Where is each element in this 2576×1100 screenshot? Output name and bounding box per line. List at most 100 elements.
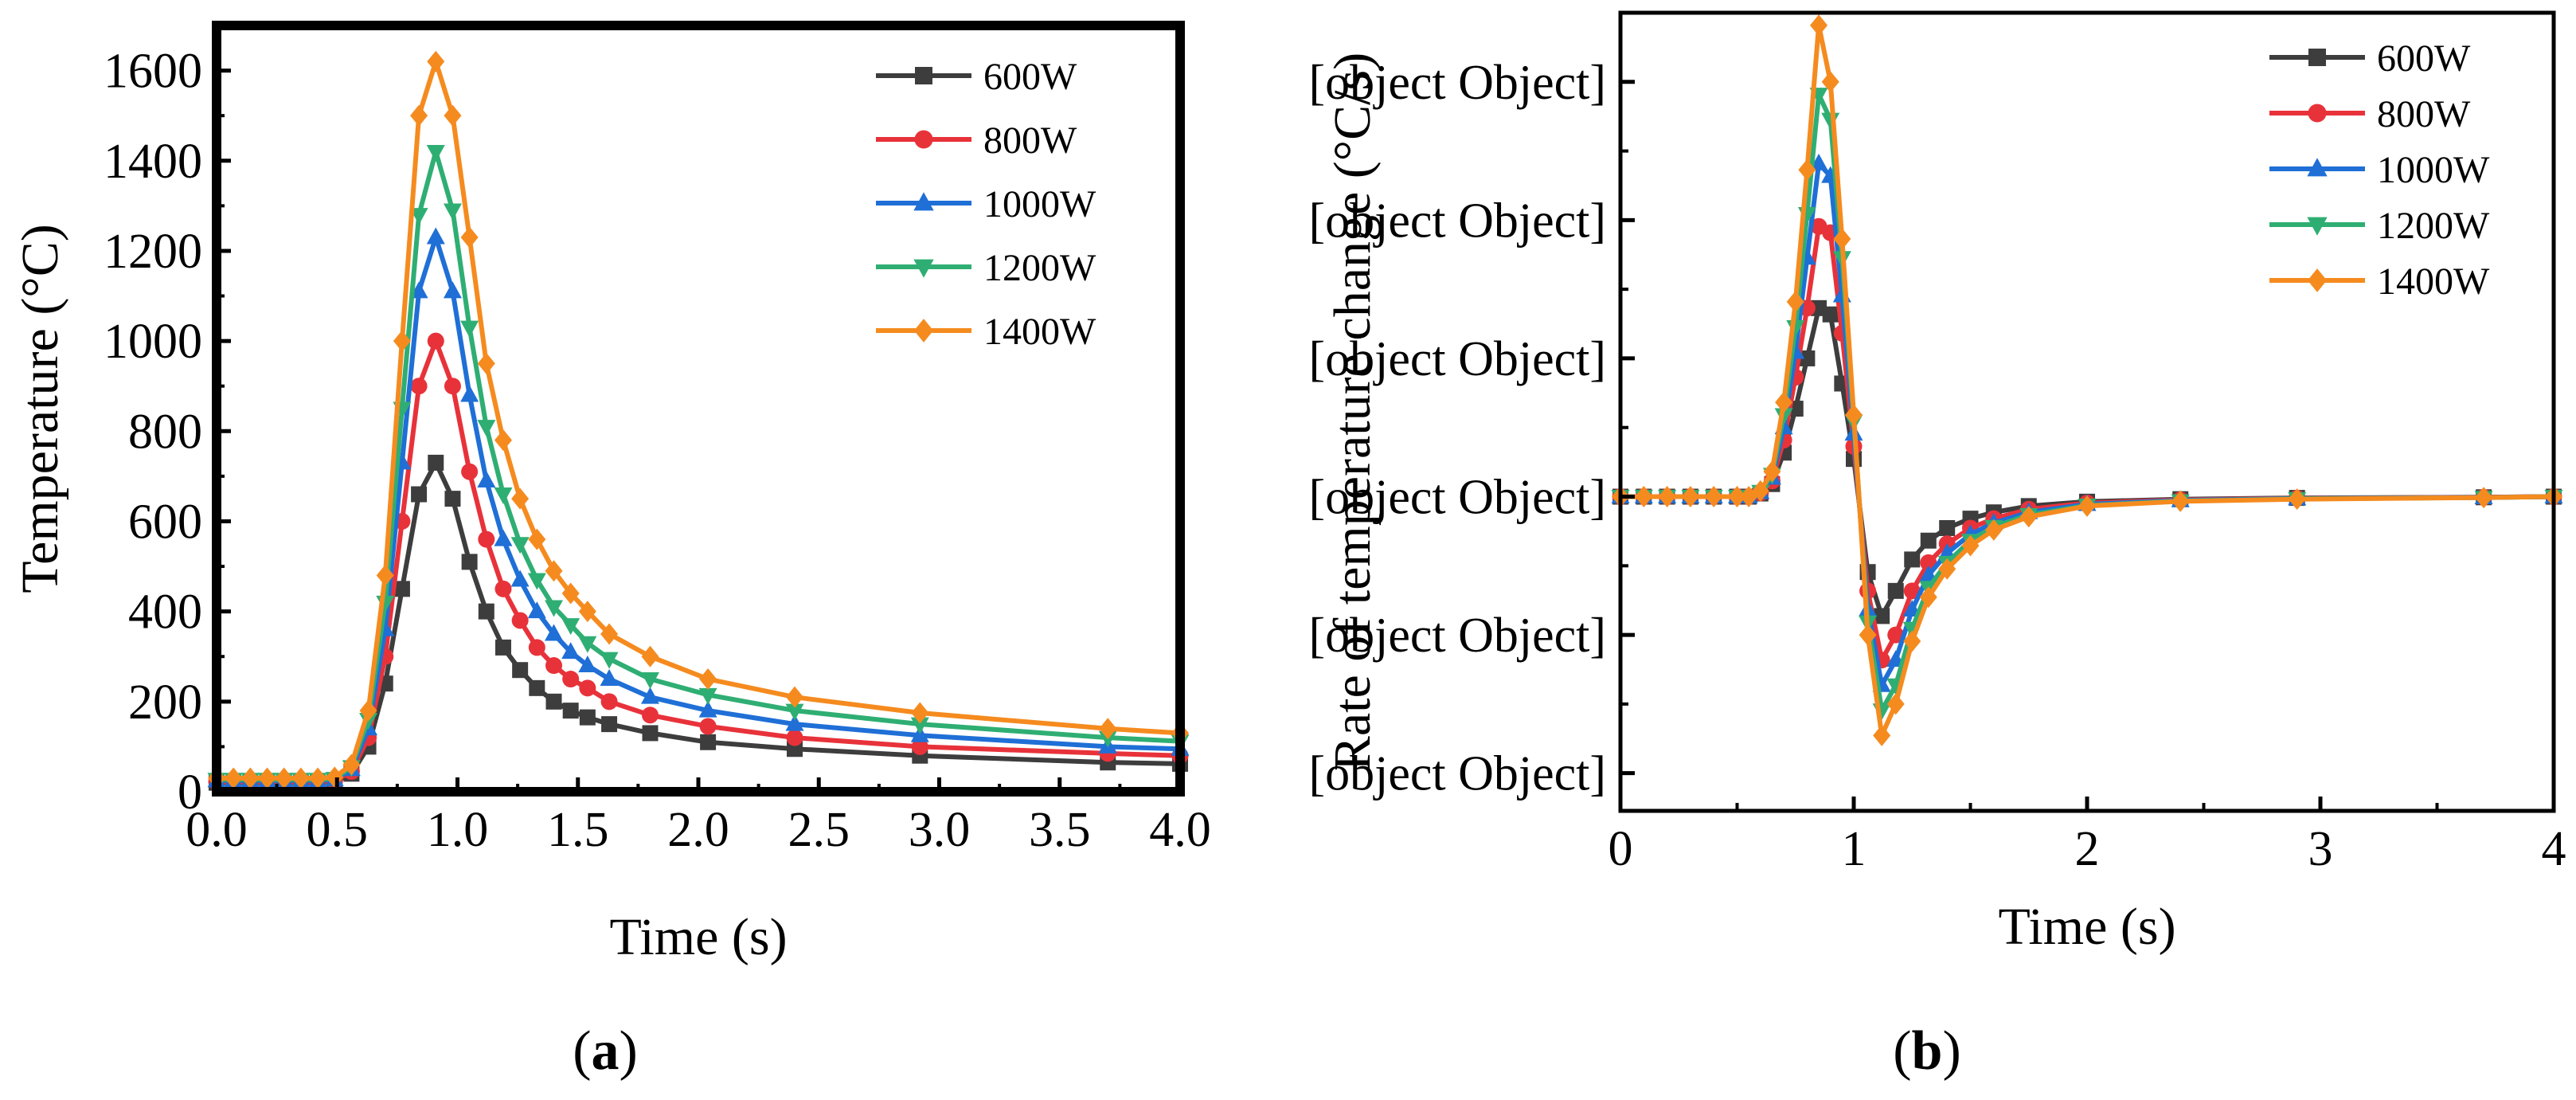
data-point <box>1786 291 1804 313</box>
data-point <box>1873 724 1891 746</box>
data-point <box>1920 532 1937 549</box>
data-point <box>1810 14 1828 37</box>
panel-label-open: ( <box>1893 1020 1911 1082</box>
data-point <box>600 669 619 687</box>
data-point <box>600 623 619 645</box>
data-point <box>494 529 513 546</box>
legend-label-1000W: 1000W <box>983 183 1096 225</box>
data-point <box>578 656 597 673</box>
data-point <box>477 352 495 374</box>
y-tick-label: 1600 <box>104 45 202 99</box>
legend-label-1400W: 1400W <box>983 311 1096 353</box>
data-point <box>641 645 659 667</box>
data-point <box>1763 460 1781 483</box>
series-line-600W <box>1620 305 2555 619</box>
data-point <box>1798 159 1816 181</box>
panel-label: (b) <box>1893 1020 1961 1082</box>
data-point <box>561 618 580 636</box>
data-point <box>786 686 803 708</box>
x-tick-label: 2 <box>2075 822 2100 876</box>
data-point <box>1099 718 1117 740</box>
data-point <box>461 463 479 480</box>
data-point <box>426 227 445 245</box>
data-point <box>1775 391 1793 413</box>
data-point <box>1705 486 1723 508</box>
series-line-1400W <box>217 59 1181 781</box>
data-point <box>578 601 596 623</box>
data-point <box>494 580 512 597</box>
data-point <box>698 700 717 718</box>
data-point <box>1728 486 1746 508</box>
data-point <box>1874 608 1890 624</box>
legend-label-1200W: 1200W <box>983 247 1096 289</box>
x-tick-label: 0.0 <box>186 803 248 857</box>
data-point <box>510 570 530 587</box>
legend-marker-1400W <box>2307 268 2328 292</box>
data-point <box>700 734 717 750</box>
data-point <box>409 208 428 225</box>
legend-label-800W: 800W <box>2377 93 2471 135</box>
data-point <box>1939 519 1956 536</box>
data-point <box>443 281 462 299</box>
data-point <box>444 378 461 395</box>
legend: 600W 800W 1000W 1200W 1400W <box>876 56 1096 353</box>
series-1400W <box>1612 14 2562 746</box>
data-point <box>511 487 530 510</box>
y-tick-label: 200 <box>128 675 202 730</box>
y-tick-label: [object Object] <box>1308 609 1606 663</box>
data-point <box>698 687 717 705</box>
y-tick-label: [object Object] <box>1308 747 1606 801</box>
legend-marker-1000W <box>2307 158 2328 177</box>
legend: 600W 800W 1000W 1200W 1400W <box>2269 37 2490 303</box>
data-point <box>910 717 929 734</box>
data-point <box>444 491 461 507</box>
data-point <box>1635 486 1653 508</box>
x-tick-label: 4 <box>2542 822 2566 876</box>
data-point <box>411 486 428 503</box>
legend-marker-1400W <box>913 319 934 343</box>
data-point <box>528 639 545 656</box>
data-point <box>641 687 659 704</box>
data-point <box>494 429 512 452</box>
x-tick-label: 1 <box>1842 822 1867 876</box>
x-tick-label: 1.0 <box>427 803 489 857</box>
y-tick-label: 1200 <box>104 225 202 279</box>
x-tick-label: 2.0 <box>667 803 729 857</box>
data-point <box>1919 586 1937 609</box>
data-point <box>785 703 804 721</box>
data-point <box>376 564 394 586</box>
x-axis-label: Time (s) <box>1998 898 2175 956</box>
data-point <box>1904 551 1921 568</box>
data-point <box>460 226 479 249</box>
data-point <box>478 530 495 548</box>
data-point <box>642 725 659 742</box>
data-point <box>600 652 619 669</box>
y-tick-label: 0 <box>178 765 202 820</box>
data-point <box>444 104 462 127</box>
data-point <box>443 203 462 221</box>
x-tick-label: 2.5 <box>788 803 850 857</box>
y-tick-label: [object Object] <box>1308 194 1606 248</box>
data-point <box>477 471 496 488</box>
data-point <box>291 767 310 789</box>
data-point <box>258 767 276 789</box>
data-point <box>359 699 377 722</box>
panel-label-close: ) <box>620 1020 638 1082</box>
y-axis-label: Temperature (°C) <box>11 224 69 593</box>
data-point <box>600 693 618 710</box>
data-point <box>1681 486 1699 508</box>
data-point <box>528 528 546 550</box>
legend-marker-800W <box>914 130 933 149</box>
data-point <box>427 332 444 350</box>
legend-marker-1000W <box>913 192 934 211</box>
data-point <box>545 624 563 641</box>
y-tick-label: [object Object] <box>1308 471 1606 525</box>
series-line-1200W <box>217 149 1181 782</box>
data-point <box>1809 153 1828 170</box>
panel-label-open: ( <box>573 1020 591 1082</box>
x-tick-label: 3.5 <box>1029 803 1091 857</box>
data-point <box>1751 480 1769 502</box>
data-point <box>562 703 579 719</box>
series-1400W <box>208 50 1189 789</box>
